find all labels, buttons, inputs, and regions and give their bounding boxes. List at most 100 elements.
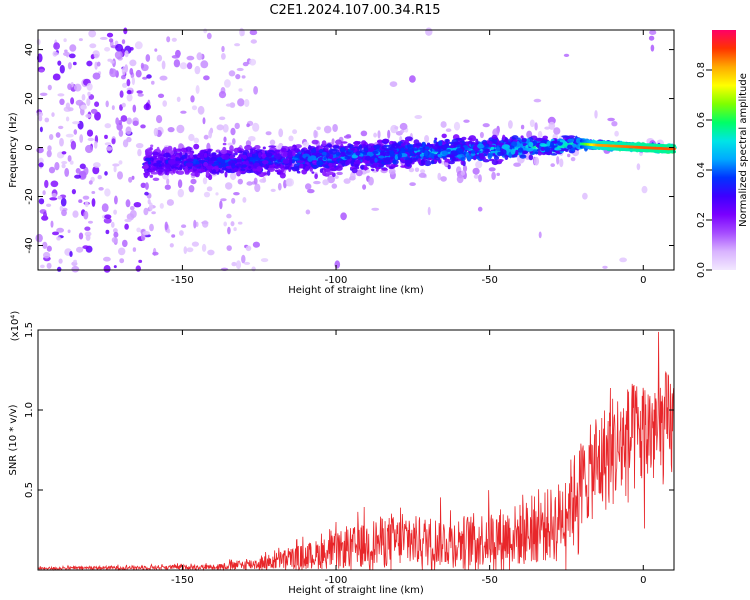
spectrogram-cell	[61, 163, 66, 169]
spectrogram-cell	[39, 126, 43, 133]
spectrogram-cell	[206, 32, 212, 40]
spectrogram-cell	[171, 234, 176, 238]
spectrogram-cell	[421, 142, 426, 148]
spectrogram-cell	[368, 176, 374, 186]
spectrogram-cell	[113, 209, 117, 215]
snr-series-line	[37, 331, 675, 572]
spectrogram-cell	[114, 50, 123, 60]
spectrogram-cell	[70, 97, 75, 105]
x-tick-label: -100	[325, 275, 348, 286]
spectrogram-cell	[179, 62, 188, 70]
spectrogram-cell	[118, 247, 126, 256]
spectrogram-cell	[400, 143, 406, 147]
spectrogram-cell	[113, 265, 117, 269]
spectrogram-cell	[253, 177, 258, 185]
spectrogram-cell	[538, 231, 542, 239]
colorbar-label: Normalized spectral amplitude	[738, 73, 749, 227]
spectrogram-cell	[236, 170, 241, 177]
spectrogram-cell	[331, 183, 338, 189]
spectrogram-cell	[149, 202, 153, 211]
spectrogram-cell	[445, 128, 452, 132]
spectrogram-cell	[237, 98, 245, 107]
spectrogram-cell	[150, 144, 154, 148]
spectrogram-cell	[321, 140, 327, 147]
spectrogram-cell	[138, 259, 143, 263]
spectrogram-cell	[46, 149, 52, 158]
spectrogram-cell	[463, 119, 470, 123]
y-tick-label: 40	[24, 43, 35, 56]
spectrogram-cell	[341, 141, 348, 144]
spectrogram-cell	[252, 168, 257, 172]
spectrogram-cell	[522, 150, 528, 155]
spectrogram-cell	[42, 241, 48, 249]
spectrogram-cell	[450, 145, 454, 148]
spectrogram-cell	[491, 171, 496, 180]
spectrogram-cell	[323, 156, 327, 161]
spectrogram-cell	[222, 142, 227, 146]
spectrogram-cell	[176, 170, 185, 175]
y-tick-label: -40	[24, 237, 35, 253]
spectrogram-cell	[420, 159, 425, 165]
spectrogram-cell	[122, 139, 129, 148]
spectrogram-cell	[38, 162, 44, 168]
spectrogram-cell	[229, 154, 235, 160]
spectrogram-cell	[51, 112, 55, 117]
spectrogram-cell	[482, 123, 490, 128]
spectrogram-cell	[244, 144, 253, 151]
spectrogram-cell	[408, 167, 415, 173]
spectrogram-cell	[173, 59, 181, 68]
spectrogram-cell	[316, 126, 321, 131]
spectrogram-cell	[224, 79, 231, 88]
spectrogram-cell	[246, 123, 250, 128]
spectrogram-cell	[453, 141, 460, 146]
spectrogram-cell	[85, 234, 91, 241]
spectrogram-cell	[119, 90, 124, 98]
spectrogram-cell	[176, 124, 185, 134]
spectrogram-cell	[444, 162, 448, 167]
spectrogram-cell	[280, 151, 289, 158]
spectrogram-cell	[129, 68, 134, 75]
spectrogram-cell	[193, 219, 197, 229]
spectrogram-cell	[417, 158, 422, 164]
spectrogram-cell	[180, 110, 187, 114]
spectrogram-cell	[64, 167, 70, 177]
spectrogram-cell	[195, 85, 200, 94]
spectrogram-cell	[129, 47, 134, 51]
spectrogram-cell	[516, 141, 520, 148]
spectrogram-cell	[262, 146, 266, 150]
spectrogram-cell	[54, 162, 60, 171]
spectrogram-cell	[65, 51, 70, 58]
spectrogram-cell	[379, 150, 386, 157]
spectrogram-cell	[519, 154, 527, 159]
spectrogram-cell	[444, 158, 451, 163]
spectrogram-x-ticks: -150 -100 -50 0	[171, 30, 646, 286]
spectrogram-cell	[94, 111, 101, 121]
spectrogram-cell	[332, 158, 338, 161]
spectrogram-cell	[143, 164, 149, 170]
spectrogram-cell	[468, 135, 477, 142]
spectrogram-cell	[449, 154, 455, 159]
spectrogram-cell	[262, 160, 269, 165]
spectrogram-cell	[461, 136, 467, 141]
spectrogram-cell	[126, 93, 133, 102]
spectrogram-cell	[288, 165, 292, 172]
spectrogram-cell	[110, 60, 115, 64]
spectrogram-cell	[219, 200, 223, 210]
spectrogram-cell	[104, 134, 108, 139]
spectrogram-cell	[412, 157, 418, 161]
spectrogram-cell	[269, 139, 276, 146]
spectrogram-y-axis-label: Frequency (Hz)	[8, 112, 19, 188]
spectrogram-cell	[404, 159, 411, 166]
spectrogram-cell	[382, 138, 390, 143]
spectrogram-cell	[144, 157, 152, 162]
spectrogram-cell	[42, 190, 46, 196]
spectrogram-cell	[563, 53, 570, 58]
spectrogram-cell	[88, 180, 93, 185]
spectrogram-cell	[491, 159, 499, 166]
spectrogram-cell	[555, 150, 561, 154]
spectrogram-cell	[67, 155, 72, 162]
spectrogram-cell	[286, 178, 294, 187]
spectrogram-cell	[323, 125, 332, 134]
colorbar-ticks: 0.0 0.2 0.4 0.6 0.8	[696, 62, 712, 278]
spectrogram-cell	[183, 246, 188, 255]
